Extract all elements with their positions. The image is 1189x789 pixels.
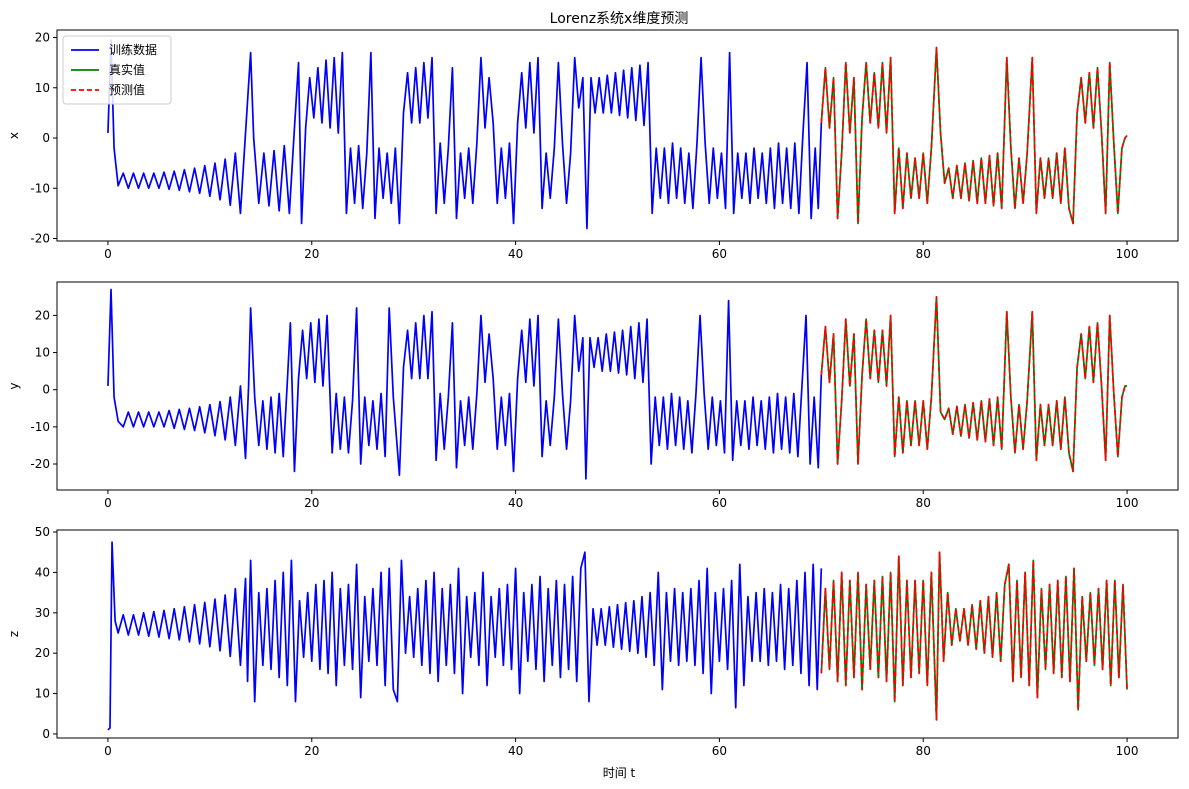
x-tick-label: 100	[1116, 744, 1139, 758]
y-tick-label: 10	[35, 346, 50, 360]
series-line-预测值	[820, 296, 1128, 473]
x-tick-label: 40	[508, 247, 523, 261]
y-tick-label: 30	[35, 606, 50, 620]
x-tick-label: 20	[304, 496, 319, 510]
x-tick-label: 40	[508, 744, 523, 758]
y-tick-label: -10	[30, 181, 50, 195]
x-tick-label: 100	[1116, 496, 1139, 510]
legend-label: 预测值	[109, 82, 145, 97]
legend-box	[62, 35, 172, 105]
chart-title: Lorenz系统x维度预测	[550, 11, 689, 27]
x-tick-label: 20	[304, 744, 319, 758]
x-tick-label: 20	[304, 247, 319, 261]
x-tick-label: 0	[104, 744, 112, 758]
series-group	[107, 39, 1128, 230]
x-tick-label: 0	[104, 496, 112, 510]
series-group	[107, 288, 1128, 480]
y-tick-label: 10	[35, 81, 50, 95]
y-tick-label: 20	[35, 308, 50, 322]
subplot-x: 0 20 40 60 80 100 -20 -10 0 10 20 x	[7, 29, 1179, 261]
x-tick-label: 40	[508, 496, 523, 510]
y-tick-label: 0	[42, 727, 50, 741]
x-tick-label: 100	[1116, 247, 1139, 261]
y-tick-label: -20	[30, 231, 50, 245]
y-tick-label: -20	[30, 457, 50, 471]
y-axis-label: y	[7, 382, 21, 389]
x-tick-label: 80	[916, 247, 931, 261]
y-tick-label: 20	[35, 31, 50, 45]
y-axis-label: z	[7, 631, 21, 637]
y-tick-label: 0	[42, 131, 50, 145]
series-line-预测值	[820, 551, 1128, 721]
y-tick-label: 0	[42, 383, 50, 397]
x-tick-label: 60	[712, 247, 727, 261]
series-line-训练数据	[107, 541, 823, 731]
y-tick-label: 40	[35, 565, 50, 579]
y-tick-label: 50	[35, 525, 50, 539]
series-line-训练数据	[107, 288, 823, 480]
series-line-训练数据	[107, 39, 823, 230]
x-tick-label: 80	[916, 744, 931, 758]
y-tick-label: 20	[35, 646, 50, 660]
x-tick-label: 0	[104, 247, 112, 261]
y-axis-label: x	[7, 132, 21, 139]
axis-frame	[56, 529, 1179, 739]
axis-frame	[56, 29, 1179, 242]
y-tick-label: -10	[30, 420, 50, 434]
subplot-y: 0 20 40 60 80 100 -20 -10 0 10 20 y	[7, 281, 1179, 510]
axis-frame	[56, 281, 1179, 491]
legend-label: 训练数据	[109, 42, 157, 57]
subplot-z: 0 20 40 60 80 100 0 10 20 30 40 50 z	[7, 525, 1179, 758]
series-line-预测值	[820, 46, 1128, 225]
series-group	[107, 541, 1128, 731]
y-tick-label: 10	[35, 687, 50, 701]
x-tick-label: 60	[712, 744, 727, 758]
legend-label: 真实值	[109, 62, 145, 77]
x-axis-label: 时间 t	[603, 766, 636, 780]
x-tick-label: 80	[916, 496, 931, 510]
x-tick-label: 60	[712, 496, 727, 510]
